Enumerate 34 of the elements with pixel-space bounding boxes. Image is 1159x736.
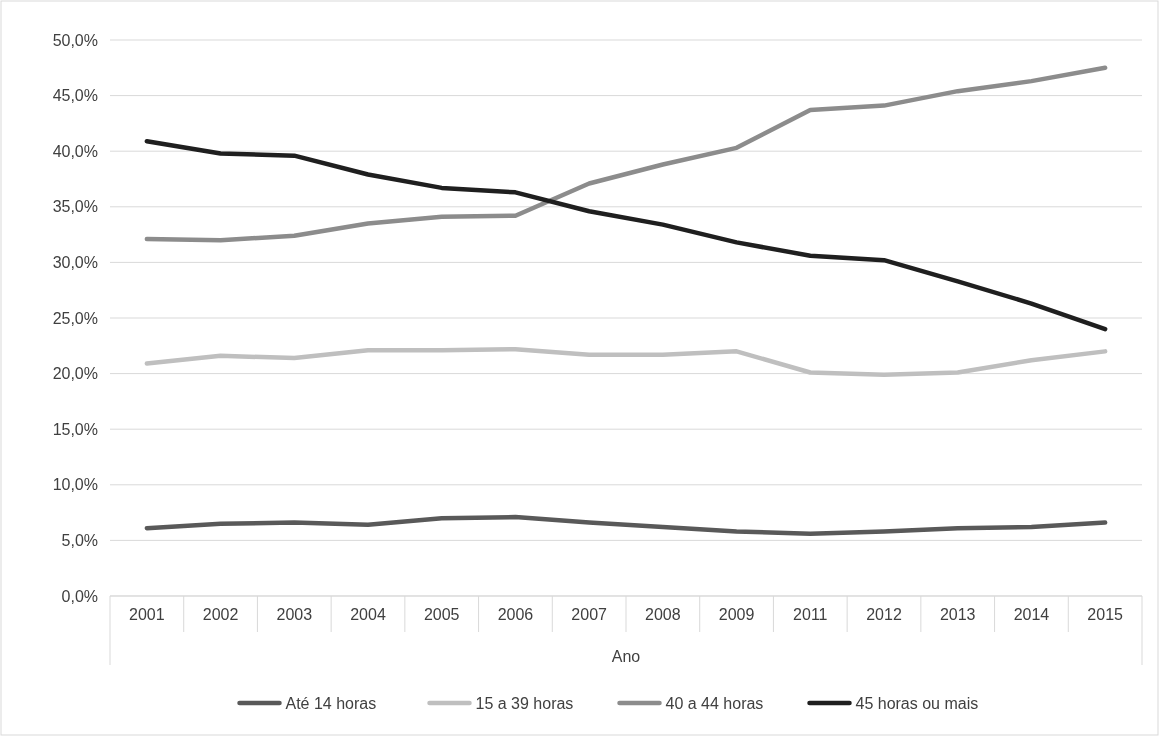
y-tick-label: 45,0% — [52, 87, 98, 105]
x-tick-label: 2014 — [1013, 605, 1050, 623]
x-tick-label: 2012 — [866, 605, 902, 623]
x-tick-label: 2011 — [793, 605, 828, 623]
line-series — [144, 346, 1108, 377]
y-tick-label: 0,0% — [61, 587, 98, 605]
y-tick-label: 5,0% — [61, 532, 98, 549]
line-series — [144, 138, 1108, 332]
x-tick-label: 2009 — [718, 605, 755, 623]
y-tick-label: 30,0% — [52, 254, 98, 271]
x-tick-label: 2008 — [645, 605, 681, 623]
y-tick-label: 25,0% — [52, 309, 98, 327]
y-tick-label: 20,0% — [52, 365, 98, 383]
y-tick-label: 15,0% — [52, 420, 98, 438]
legend-label: 15 a 39 horas — [475, 694, 574, 712]
x-tick-label: 2006 — [497, 605, 534, 623]
line-series — [144, 65, 1108, 243]
x-tick-label: 2003 — [276, 605, 313, 623]
legend-label: Até 14 horas — [285, 694, 377, 712]
y-tick-label: 40,0% — [52, 142, 98, 160]
x-tick-label: 2002 — [202, 605, 239, 623]
legend-label: 40 a 44 horas — [665, 694, 764, 712]
x-tick-label: 2001 — [129, 605, 165, 623]
y-tick-label: 50,0% — [52, 31, 98, 49]
x-tick-label: 2007 — [571, 605, 608, 623]
y-tick-label: 35,0% — [52, 198, 98, 216]
x-tick-label: 2015 — [1087, 605, 1124, 623]
legend-label: 45 horas ou mais — [855, 694, 979, 712]
line-series — [144, 514, 1108, 536]
x-tick-label: 2005 — [423, 605, 460, 623]
y-tick-label: 10,0% — [52, 476, 98, 494]
x-tick-label: 2004 — [350, 605, 386, 623]
x-tick-label: 2013 — [939, 605, 976, 623]
x-axis-title: Ano — [611, 647, 641, 665]
